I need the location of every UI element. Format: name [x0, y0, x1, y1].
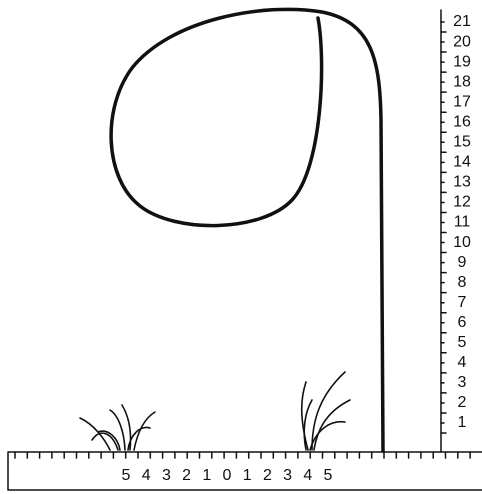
blade — [79, 417, 111, 451]
ruler-label: 13 — [453, 174, 471, 191]
ruler-label: 11 — [454, 214, 471, 231]
ruler-label: 9 — [458, 254, 467, 271]
ruler-label: 3 — [458, 374, 467, 391]
ruler-label: 1 — [243, 467, 252, 484]
ruler-label: 15 — [453, 134, 471, 151]
ruler-label: 18 — [453, 73, 471, 90]
ruler-label: 1 — [202, 467, 211, 484]
ruler-label: 5 — [324, 467, 333, 484]
ruler-label: 16 — [453, 113, 471, 130]
ruler-label: 2 — [458, 394, 467, 411]
blade — [303, 399, 313, 451]
blade — [121, 404, 132, 451]
ruler-label: 10 — [453, 234, 471, 251]
blade — [127, 426, 151, 451]
ruler-label: 19 — [453, 53, 471, 70]
blade — [300, 381, 309, 451]
ruler-label: 1 — [458, 414, 467, 431]
loop-curve — [109, 7, 385, 453]
ruler-label: 14 — [453, 154, 471, 171]
ruler-label: 17 — [453, 93, 471, 110]
ruler-label: 5 — [458, 334, 467, 351]
ruler-label: 12 — [453, 194, 471, 211]
blade — [91, 432, 119, 451]
ruler-label: 7 — [458, 294, 467, 311]
ruler-label: 3 — [162, 467, 171, 484]
ruler-label: 4 — [303, 467, 312, 484]
blade — [311, 371, 346, 451]
ruler-label: 5 — [122, 467, 131, 484]
grass-left — [79, 404, 156, 451]
ruler-label: 6 — [458, 314, 467, 331]
ruler-label: 3 — [283, 467, 292, 484]
blade — [133, 411, 156, 451]
ruler-label: 4 — [142, 467, 151, 484]
ruler-label: 2 — [263, 467, 272, 484]
ruler-label: 0 — [223, 467, 232, 484]
blade — [109, 409, 126, 451]
ruler-label: 2 — [182, 467, 191, 484]
ruler-label: 4 — [458, 354, 467, 371]
ruler-label: 8 — [458, 274, 467, 291]
grass-right — [300, 371, 351, 451]
blade — [97, 430, 121, 451]
blade — [313, 399, 351, 451]
ruler-label: 20 — [453, 33, 471, 50]
ruler-label: 21 — [453, 13, 471, 30]
blade — [309, 421, 346, 451]
